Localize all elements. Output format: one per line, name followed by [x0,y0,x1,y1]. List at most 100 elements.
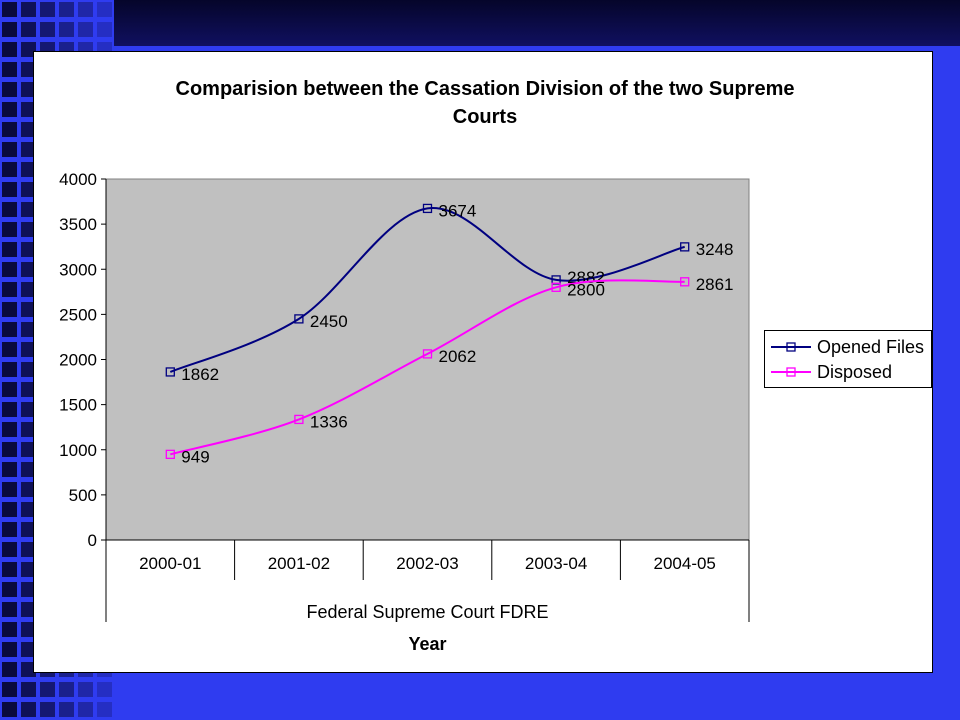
pattern-square [2,602,17,617]
series-line-disposed [170,279,685,456]
legend-disposed-marker-icon [771,367,811,377]
pattern-square [21,662,36,677]
pattern-square [2,702,17,717]
pattern-square [21,482,36,497]
pattern-square [78,702,93,717]
pattern-square [21,602,36,617]
pattern-square [78,2,93,17]
pattern-square [78,682,93,697]
y-tick-label: 3000 [59,260,97,279]
legend-label-opened-files: Opened Files [817,336,925,357]
pattern-square [2,62,17,77]
data-label-opened-files: 3248 [696,240,734,259]
legend-item-opened-files: Opened Files [771,335,924,359]
data-label-disposed: 2062 [439,347,477,366]
data-point-disposed [551,282,561,292]
pattern-square [2,222,17,237]
pattern-square [2,522,17,537]
legend-item-disposed: Disposed [771,360,892,384]
pattern-square [2,622,17,637]
pattern-square [2,202,17,217]
pattern-square [2,462,17,477]
chart-title-line-2: Courts [453,106,517,128]
pattern-square [21,642,36,657]
x-tick-label: 2003-04 [525,554,587,573]
data-label-disposed: 2861 [696,275,734,294]
pattern-square [21,422,36,437]
pattern-square [21,682,36,697]
pattern-square [2,362,17,377]
pattern-square [21,562,36,577]
plot-area [105,178,750,541]
pattern-square [2,2,17,17]
top-dark-bar [114,0,960,46]
y-tick-label: 4000 [59,170,97,189]
pattern-square [21,582,36,597]
pattern-square [21,382,36,397]
pattern-square [2,402,17,417]
pattern-square [97,22,112,37]
pattern-square [59,22,74,37]
pattern-square [2,22,17,37]
pattern-square [78,22,93,37]
pattern-square [21,2,36,17]
pattern-square [21,622,36,637]
pattern-square [21,182,36,197]
pattern-square [21,62,36,77]
data-label-disposed: 1336 [310,412,348,431]
x-tick-label: 2002-03 [396,554,458,573]
pattern-square [59,682,74,697]
data-label-disposed: 949 [181,447,209,466]
legend-label-disposed: Disposed [817,361,893,382]
data-point-opened-files [294,314,304,324]
pattern-square [21,542,36,557]
y-tick-label: 1000 [59,441,97,460]
pattern-square [21,42,36,57]
pattern-square [2,262,17,277]
pattern-square [2,282,17,297]
pattern-square [2,122,17,137]
pattern-square [2,542,17,557]
pattern-square [2,82,17,97]
pattern-square [40,682,55,697]
pattern-square [21,302,36,317]
pattern-square [2,482,17,497]
pattern-square [21,522,36,537]
data-label-opened-files: 2450 [310,312,348,331]
pattern-square [21,402,36,417]
y-tick-label: 2000 [59,351,97,370]
data-point-opened-files [422,203,433,214]
pattern-square [21,242,36,257]
chart-panel: Comparision between the Cassation Divisi… [33,51,933,673]
data-point-opened-files [165,367,175,377]
pattern-square [21,502,36,517]
line-chart: Comparision between the Cassation Divisi… [59,78,794,654]
pattern-square [21,202,36,217]
x-tick-label: 2000-01 [139,554,201,573]
pattern-square [2,662,17,677]
data-label-opened-files: 1862 [181,365,219,384]
pattern-square [2,642,17,657]
x-axis: 2000-01 2001-02 2002-03 2003-04 2004-05 [105,539,750,622]
pattern-square [2,682,17,697]
y-axis: 0 500 1000 1500 2000 2500 3000 3500 4000 [59,170,107,550]
pattern-square [21,102,36,117]
pattern-square [2,242,17,257]
pattern-square [97,2,112,17]
series-line-opened-files [169,207,685,373]
pattern-square [2,302,17,317]
pattern-square [40,22,55,37]
pattern-square [2,102,17,117]
pattern-square [40,2,55,17]
pattern-square [21,462,36,477]
data-label-disposed: 2800 [567,280,605,299]
pattern-square [2,322,17,337]
x-tick-label: 2001-02 [268,554,330,573]
x-axis-label: Year [408,634,446,654]
data-point-disposed [294,414,304,425]
legend: Opened Files Disposed [764,330,932,388]
pattern-square [2,502,17,517]
x-tick-label: 2004-05 [654,554,716,573]
pattern-square [97,702,112,717]
